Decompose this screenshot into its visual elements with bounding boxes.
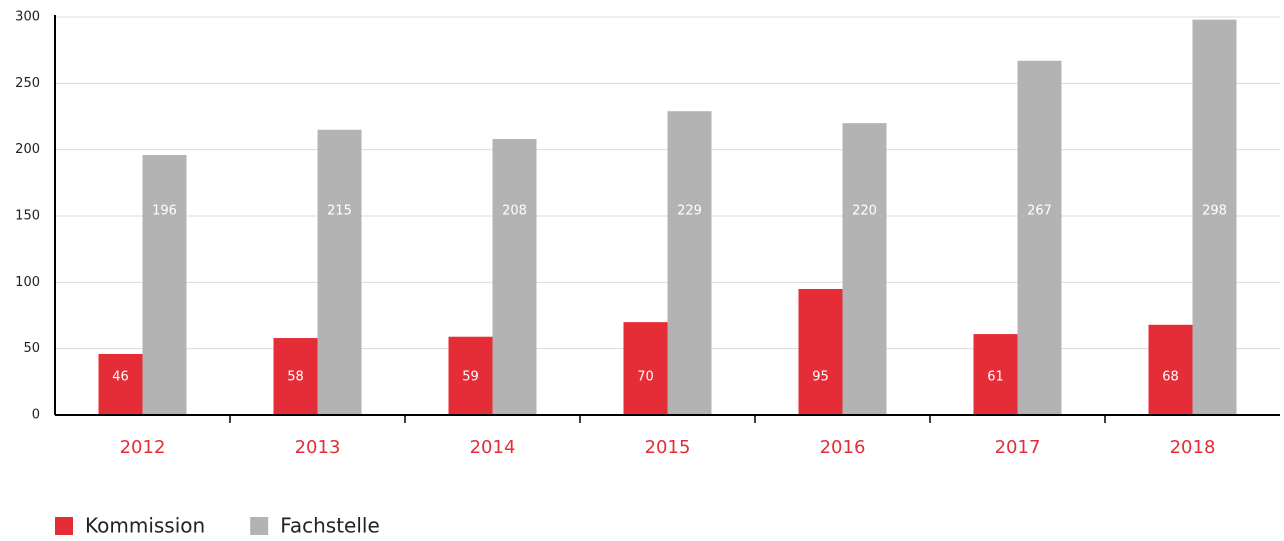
bar [317,129,362,415]
data-label: 215 [327,204,352,219]
y-tick-label: 100 [15,275,40,290]
data-label: 95 [812,370,829,385]
legend-swatch [55,517,73,535]
y-tick-label: 0 [32,408,40,423]
y-tick-label: 300 [15,10,40,25]
data-label: 46 [112,370,129,385]
x-tick-label: 2014 [470,437,516,458]
bar [667,111,712,416]
bar [973,334,1018,415]
bar [623,322,668,415]
data-label: 229 [677,204,702,219]
x-tick-label: 2013 [295,437,341,458]
x-tick-label: 2015 [645,437,691,458]
bar [798,288,843,415]
legend-label: Kommission [85,514,205,538]
bar [448,336,493,415]
data-label: 70 [637,370,654,385]
data-label: 196 [152,204,177,219]
data-label: 61 [987,370,1004,385]
data-label: 68 [1162,370,1179,385]
data-label: 208 [502,204,527,219]
bar [98,353,143,415]
y-tick-label: 200 [15,142,40,157]
data-label: 267 [1027,204,1052,219]
data-label: 298 [1202,204,1227,219]
bar [273,338,318,415]
x-tick-label: 2018 [1170,437,1216,458]
legend-swatch [250,517,269,535]
bar [842,123,887,415]
bar [1192,19,1237,416]
bar [492,139,537,415]
x-tick-label: 2017 [995,437,1041,458]
legend-label: Fachstelle [280,514,380,538]
data-label: 59 [462,370,479,385]
y-tick-label: 150 [15,209,40,224]
data-label: 58 [287,370,304,385]
y-tick-label: 250 [15,76,40,91]
data-label: 220 [852,204,877,219]
bar [1017,60,1062,415]
y-tick-label: 50 [23,341,40,356]
bar [142,154,187,415]
bar [1148,324,1193,415]
x-tick-label: 2012 [120,437,166,458]
x-tick-label: 2016 [820,437,866,458]
